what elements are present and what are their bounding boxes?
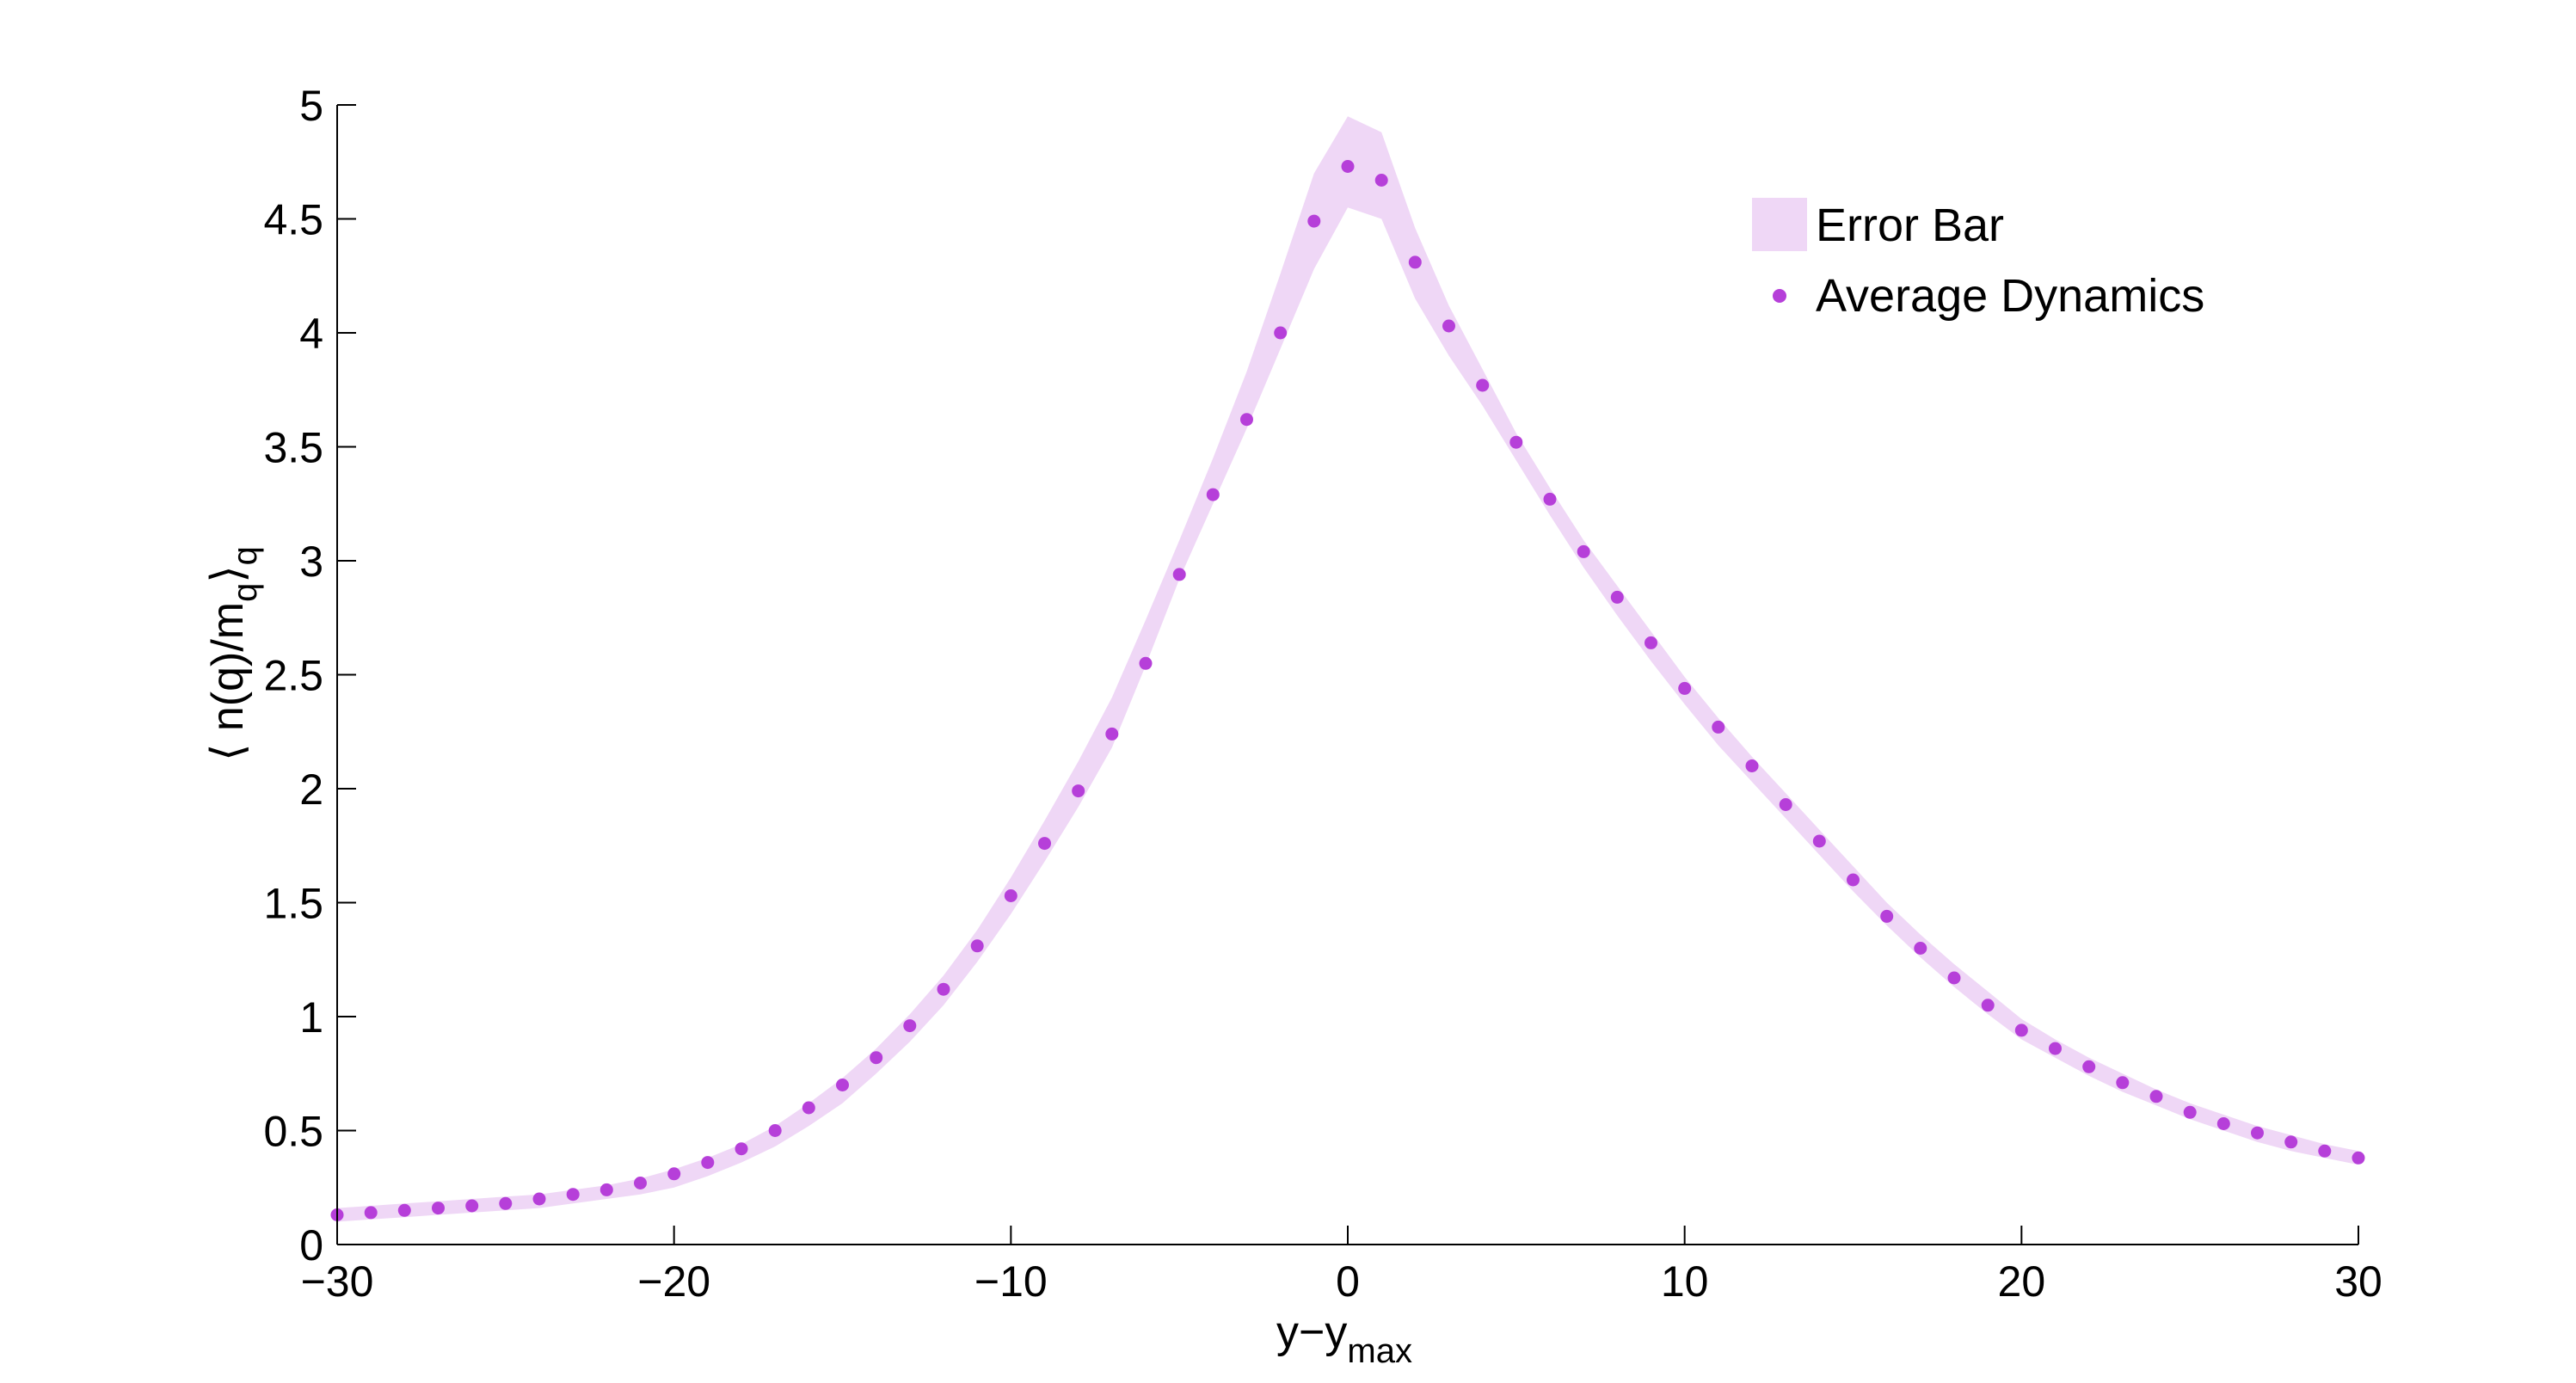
data-point <box>768 1124 782 1137</box>
data-point <box>1779 798 1792 811</box>
data-point <box>397 1203 411 1217</box>
data-point <box>2116 1076 2130 1090</box>
data-point <box>1274 326 1288 340</box>
data-point <box>2284 1135 2298 1149</box>
data-point <box>499 1196 513 1210</box>
data-point <box>2183 1105 2197 1119</box>
data-point <box>566 1188 580 1202</box>
data-point <box>364 1206 378 1220</box>
y-tick-label: 2 <box>299 765 323 814</box>
data-point <box>599 1183 613 1196</box>
legend-label-average-dynamics: Average Dynamics <box>1816 270 2204 322</box>
data-point <box>2216 1117 2230 1130</box>
data-point <box>1712 720 1725 734</box>
data-point <box>970 939 984 953</box>
data-point <box>465 1199 479 1213</box>
data-point <box>667 1167 681 1181</box>
y-tick-label: 3 <box>299 538 323 586</box>
data-point <box>1240 413 1253 427</box>
x-tick-label: −10 <box>974 1257 1048 1306</box>
x-axis-title-main: y−y <box>1276 1307 1347 1357</box>
legend-label-error-bar: Error Bar <box>1816 200 2004 251</box>
y-tick-label: 2.5 <box>263 652 323 700</box>
data-point <box>1947 971 1961 985</box>
data-point <box>735 1142 748 1156</box>
y-axis-title-subscript: q <box>226 583 264 602</box>
data-point <box>1812 834 1826 848</box>
x-tick-label: 20 <box>1998 1257 2046 1306</box>
data-point <box>1645 636 1657 649</box>
data-point <box>432 1202 445 1215</box>
data-point <box>1880 909 1894 923</box>
y-tick-label: 0 <box>299 1221 323 1269</box>
data-point <box>1105 727 1119 741</box>
data-point <box>1374 174 1388 187</box>
data-point <box>2318 1144 2332 1158</box>
tick-labels: −30 −20 −10 0 10 20 30 0 0.5 1 1.5 2 2.5 3 3.5 4 4.5 5 <box>263 82 2382 1306</box>
y-tick-label: 4.5 <box>263 196 323 244</box>
data-point <box>1914 942 1927 955</box>
data-point <box>1577 544 1590 558</box>
points-layer <box>330 160 2365 1221</box>
y-tick-label: 4 <box>299 310 323 358</box>
x-axis-title: y−ymax <box>1276 1307 1412 1370</box>
data-point <box>1307 214 1321 228</box>
x-tick-label: 10 <box>1661 1257 1709 1306</box>
data-point <box>2251 1126 2264 1140</box>
data-point <box>802 1101 815 1115</box>
data-point <box>1004 889 1017 902</box>
legend: Error Bar Average Dynamics <box>1752 198 2204 322</box>
y-axis-title-close: ⟩ <box>203 565 253 582</box>
data-point <box>1139 656 1153 670</box>
data-point <box>1442 319 1455 333</box>
y-axis-title: ⟨ n(q)/mq⟩q <box>203 546 264 761</box>
y-tick-label: 0.5 <box>263 1108 323 1156</box>
y-tick-label: 1 <box>299 993 323 1042</box>
data-point <box>634 1177 647 1189</box>
axes <box>336 104 2359 1245</box>
data-point <box>1408 255 1422 269</box>
y-tick-label: 3.5 <box>263 424 323 472</box>
data-point <box>2082 1060 2096 1073</box>
data-point <box>2049 1042 2062 1055</box>
data-point <box>2014 1023 2028 1037</box>
legend-swatch-error-bar <box>1752 198 1807 251</box>
data-point <box>1678 681 1692 695</box>
data-point <box>1038 837 1051 851</box>
y-tick-label: 1.5 <box>263 880 323 928</box>
data-point <box>1543 492 1557 506</box>
data-point <box>1981 999 1995 1012</box>
data-point <box>836 1079 849 1091</box>
legend-marker-average-dynamics <box>1773 289 1786 303</box>
y-tick-label: 5 <box>299 82 323 130</box>
y-axis-title-close-subscript: q <box>226 546 264 565</box>
x-tick-label: 0 <box>1336 1257 1360 1306</box>
data-point <box>1172 568 1186 581</box>
data-point <box>1509 435 1523 449</box>
data-point <box>1745 759 1759 772</box>
data-point <box>701 1156 715 1170</box>
data-point <box>1206 488 1220 501</box>
data-point <box>1476 378 1490 392</box>
x-tick-label: −30 <box>301 1257 374 1306</box>
y-axis-title-main: ⟨ n(q)/m <box>203 602 253 761</box>
x-tick-label: −20 <box>637 1257 710 1306</box>
data-point <box>937 982 950 996</box>
data-point <box>2149 1090 2163 1103</box>
data-point <box>2352 1151 2365 1165</box>
data-point <box>1341 160 1355 173</box>
data-point <box>1610 590 1624 604</box>
data-point <box>1072 784 1085 798</box>
data-point <box>903 1019 917 1033</box>
data-point <box>532 1192 546 1206</box>
plot-area: −30 −20 −10 0 10 20 30 0 0.5 1 1.5 2 2.5 3 3.5 4 4.5 5 <box>263 82 2382 1306</box>
data-point <box>870 1051 883 1065</box>
data-point <box>1847 873 1860 887</box>
x-tick-label: 30 <box>2334 1257 2382 1306</box>
x-axis-title-subscript: max <box>1347 1332 1412 1370</box>
